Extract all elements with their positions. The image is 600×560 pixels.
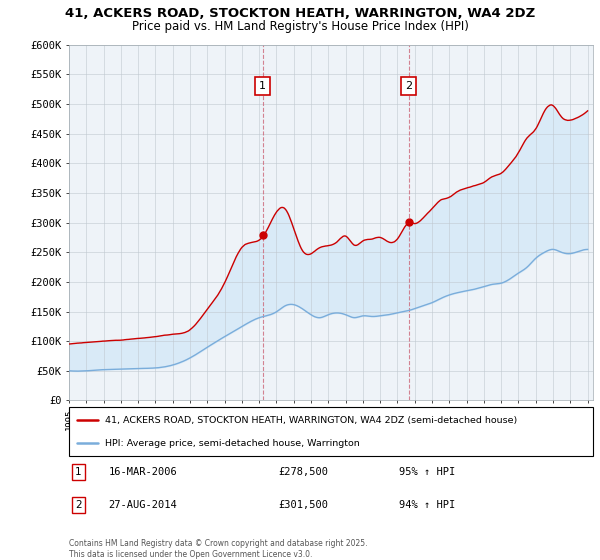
Text: 2: 2 [405, 81, 412, 91]
Text: 41, ACKERS ROAD, STOCKTON HEATH, WARRINGTON, WA4 2DZ (semi-detached house): 41, ACKERS ROAD, STOCKTON HEATH, WARRING… [104, 416, 517, 425]
Text: 1: 1 [259, 81, 266, 91]
Text: Contains HM Land Registry data © Crown copyright and database right 2025.
This d: Contains HM Land Registry data © Crown c… [69, 539, 367, 559]
Text: 41, ACKERS ROAD, STOCKTON HEATH, WARRINGTON, WA4 2DZ: 41, ACKERS ROAD, STOCKTON HEATH, WARRING… [65, 7, 535, 20]
Text: HPI: Average price, semi-detached house, Warrington: HPI: Average price, semi-detached house,… [104, 438, 359, 447]
Text: 27-AUG-2014: 27-AUG-2014 [108, 500, 177, 510]
Text: 94% ↑ HPI: 94% ↑ HPI [399, 500, 455, 510]
Text: 16-MAR-2006: 16-MAR-2006 [108, 467, 177, 477]
Text: Price paid vs. HM Land Registry's House Price Index (HPI): Price paid vs. HM Land Registry's House … [131, 20, 469, 32]
Text: 1: 1 [75, 467, 82, 477]
Text: 2: 2 [75, 500, 82, 510]
Text: £301,500: £301,500 [278, 500, 329, 510]
Text: £278,500: £278,500 [278, 467, 329, 477]
Text: 95% ↑ HPI: 95% ↑ HPI [399, 467, 455, 477]
